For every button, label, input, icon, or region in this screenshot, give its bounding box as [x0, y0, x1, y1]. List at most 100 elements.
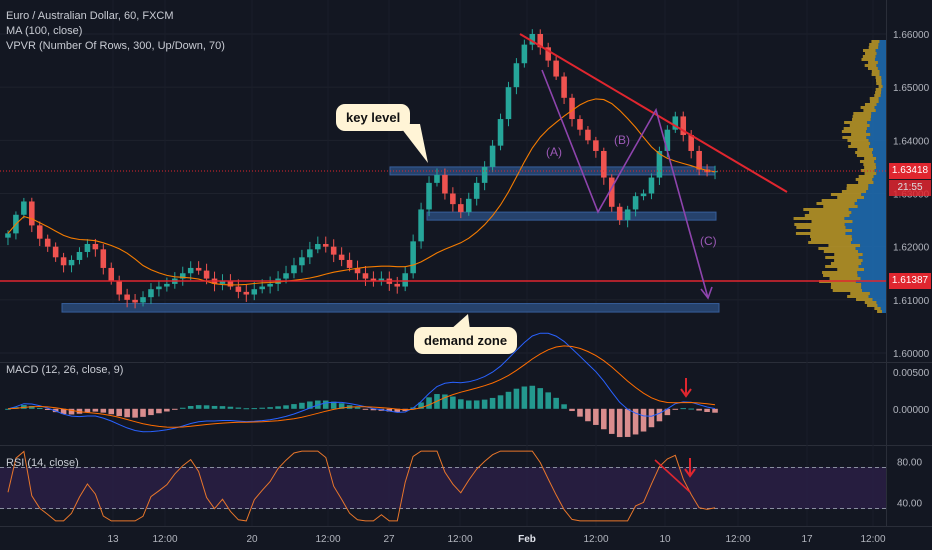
candle-body [195, 267, 202, 271]
macd-hist-bar [664, 408, 671, 416]
vpvr-bar-down [793, 217, 845, 220]
vpvr-bar-down [846, 187, 869, 190]
candle-body [219, 281, 226, 284]
vpvr-bar-up [870, 118, 886, 121]
price-tick-label: 1.60000 [893, 349, 930, 360]
zone-box[interactable] [61, 303, 720, 313]
vpvr-bar-up [862, 289, 886, 292]
vpvr-bar-up [867, 121, 886, 124]
vpvr-bar-down [864, 103, 877, 106]
vpvr-bar-up [858, 265, 886, 268]
vpvr-bar-up [873, 148, 886, 151]
candle-body [402, 273, 408, 287]
macd-hist-bar [60, 408, 67, 415]
macd-hist-bar [545, 392, 551, 409]
macd-hist-bar [36, 407, 43, 409]
vpvr-bar-down [821, 199, 858, 202]
time-tick-label: 20 [246, 534, 258, 545]
time-tick-label: 27 [383, 534, 395, 545]
rsi-title[interactable]: RSI (14, close) [6, 457, 79, 469]
vpvr-bar-up [845, 232, 886, 235]
candle-body [521, 44, 528, 64]
vpvr-bar-down [843, 127, 867, 130]
macd-hist-bar [616, 408, 623, 438]
vpvr-bar-down [822, 271, 858, 274]
vpvr-bar-up [845, 226, 886, 229]
vpvr-bar-down [875, 76, 882, 79]
vpvr-bar-up [875, 55, 886, 58]
vpvr-bar-down [858, 181, 874, 184]
vpvr-bar-down [810, 235, 852, 238]
candle-body [330, 246, 337, 255]
macd-hist-bar [283, 405, 289, 409]
macd-hist-bar [585, 408, 591, 422]
vpvr-bar-up [874, 106, 886, 109]
candle-body [100, 249, 107, 268]
symbol-title[interactable]: Euro / Australian Dollar, 60, FXCM [6, 10, 174, 22]
macd-hist-bar [44, 408, 51, 410]
vpvr-bar-up [857, 199, 886, 202]
candle-body [29, 201, 35, 226]
vpvr-bar-down [830, 262, 862, 265]
macd-hist-bar [68, 408, 75, 415]
candle-body [481, 166, 488, 183]
vpvr-bar-up [881, 79, 886, 82]
candle-body [664, 129, 671, 151]
vpvr-bar-down [841, 130, 867, 133]
candle-body [235, 286, 242, 292]
macd-hist-bar [259, 407, 265, 409]
vpvr-bar-up [858, 250, 886, 253]
candle-body [108, 267, 115, 282]
macd-hist-bar [704, 408, 710, 413]
candle-body [680, 116, 687, 136]
vpvr-bar-down [830, 286, 862, 289]
candle-body [624, 209, 631, 221]
vpvr-bar-up [852, 220, 886, 223]
key-level-callout: key level [336, 104, 411, 131]
vpvr-bar-up [874, 169, 886, 172]
candle-body [315, 244, 321, 250]
candle-body [203, 270, 210, 279]
vpvr-bar-down [823, 250, 859, 253]
volume-profile [793, 40, 886, 313]
candle-body [648, 177, 655, 194]
vpvr-bar-down [871, 70, 880, 73]
vpvr-bar-down [864, 157, 877, 160]
macd-title[interactable]: MACD (12, 26, close, 9) [6, 364, 124, 376]
vpvr-bar-up [881, 310, 886, 313]
vpvr-bar-up [876, 166, 886, 169]
vpvr-bar-up [874, 58, 886, 61]
vpvr-bar-up [872, 151, 886, 154]
zone-box[interactable] [426, 211, 717, 221]
vpvr-bar-up [875, 163, 886, 166]
candle-body [44, 238, 51, 247]
vpvr-legend[interactable]: VPVR (Number Of Rows, 300, Up/Down, 70) [6, 40, 225, 52]
time-tick-label: 13 [107, 534, 119, 545]
candle-body [513, 63, 520, 88]
price-tick-label: 1.62000 [893, 243, 930, 254]
vpvr-bar-up [852, 229, 886, 232]
macd-hist-bar [29, 406, 35, 409]
vpvr-bar-down [794, 223, 845, 226]
macd-hist-bar [529, 385, 536, 409]
vpvr-bar-down [829, 277, 861, 280]
macd-hist-bar [426, 397, 432, 409]
candle-body [577, 119, 583, 130]
candle-body [116, 281, 122, 295]
vpvr-bar-down [867, 304, 878, 307]
macd-hist-bar [505, 391, 512, 409]
candle-body [92, 244, 99, 250]
macd-hist-bar [5, 408, 11, 410]
macd-hist-bar [322, 400, 329, 409]
ma-legend[interactable]: MA (100, close) [6, 25, 83, 37]
vpvr-bar-down [860, 106, 875, 109]
candles [5, 29, 718, 309]
vpvr-bar-up [874, 160, 886, 163]
time-tick-label: 12:00 [725, 534, 750, 545]
candle-body [529, 34, 536, 45]
macd-hist-bar [513, 388, 520, 409]
vpvr-bar-down [850, 142, 871, 145]
vpvr-bar-down [842, 136, 867, 139]
vpvr-bar-up [879, 70, 886, 73]
